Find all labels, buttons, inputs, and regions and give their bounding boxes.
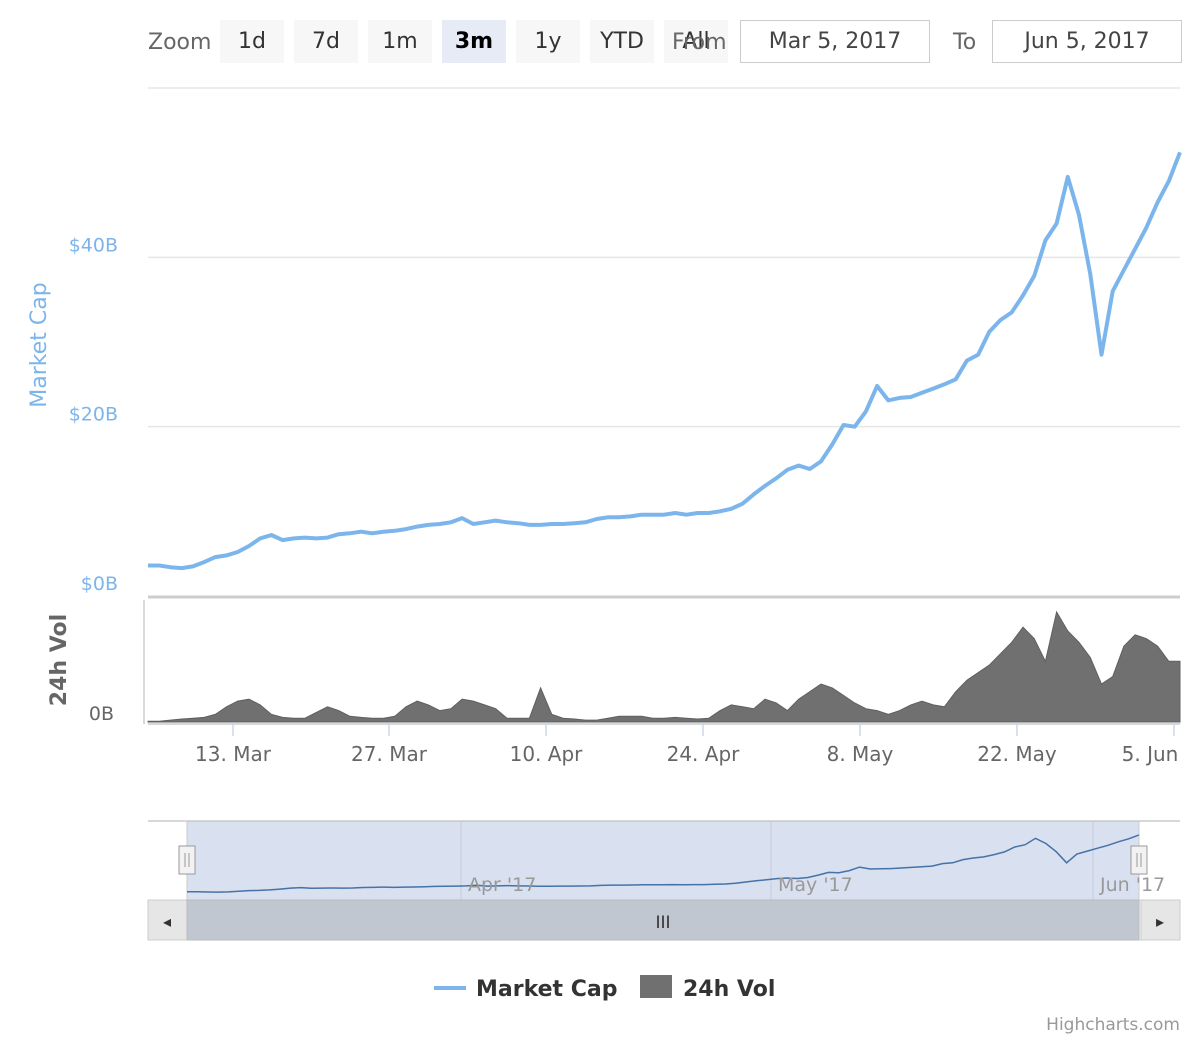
from-label: From [672, 30, 727, 55]
y-tick-0b: $0B [81, 573, 118, 595]
scrollbar-left-arrow-button[interactable] [147, 899, 188, 941]
legend-item-24h-vol[interactable]: 24h Vol [640, 975, 775, 1002]
x-axis-ticks: 13. Mar 27. Mar 10. Apr 24. Apr 8. May 2… [195, 724, 1178, 766]
navigator[interactable]: Apr '17 May '17 Jun '17 [148, 820, 1180, 901]
to-date-input[interactable]: Jun 5, 2017 [992, 20, 1182, 63]
y-tick-40b: $40B [69, 234, 118, 256]
zoom-ytd-button[interactable]: YTD [590, 20, 654, 63]
zoom-1m-button[interactable]: 1m [368, 20, 432, 63]
credits-link[interactable]: Highcharts.com [1046, 1015, 1180, 1035]
navigator-tick-label: Apr '17 [468, 874, 536, 896]
zoom-3m-button[interactable]: 3m [442, 20, 506, 63]
volume-area-series[interactable] [147, 610, 1181, 723]
vol-axis-title: 24h Vol [47, 614, 72, 706]
navigator-right-handle[interactable] [1130, 845, 1148, 875]
x-tick-label: 10. Apr [510, 742, 584, 766]
navigator-tick-label: May '17 [778, 874, 853, 896]
navigator-series [187, 834, 1140, 893]
zoom-1d-button[interactable]: 1d [220, 20, 284, 63]
market-cap-y-ticks: $0B $20B $40B [69, 234, 118, 595]
x-tick-label: 24. Apr [667, 742, 741, 766]
legend-item-market-cap[interactable]: Market Cap [434, 977, 617, 1002]
grid-lines [143, 87, 1180, 725]
legend-label-market-cap: Market Cap [476, 977, 617, 1002]
scrollbar-thumb[interactable] [186, 899, 1140, 941]
scrollbar-left-arrow-icon: ◂ [163, 912, 171, 931]
zoom-all-button[interactable]: All [664, 20, 728, 63]
market-cap-axis-title: Market Cap [27, 282, 52, 407]
navigator-right-handle-box[interactable] [1130, 845, 1148, 875]
legend-label-24h-vol: 24h Vol [683, 977, 775, 1002]
vol-y-tick-0b: 0B [89, 703, 114, 725]
x-tick-label: 5. Jun [1122, 742, 1179, 766]
x-tick-label: 8. May [827, 742, 894, 766]
navigator-left-handle-box[interactable] [178, 845, 196, 875]
scrollbar-grip-icon: III [655, 913, 670, 933]
to-label: To [953, 30, 977, 55]
from-date-input[interactable]: Mar 5, 2017 [740, 20, 930, 63]
scrollbar[interactable]: ◂ III ▸ [147, 899, 1181, 941]
x-tick-label: 22. May [977, 742, 1057, 766]
zoom-1y-button[interactable]: 1y [516, 20, 580, 63]
zoom-7d-button[interactable]: 7d [294, 20, 358, 63]
y-tick-20b: $20B [69, 404, 118, 426]
navigator-background [148, 821, 1180, 900]
market-cap-line-series[interactable] [148, 151, 1182, 571]
legend: Market Cap 24h Vol [434, 975, 775, 1002]
legend-area-symbol-icon [640, 975, 672, 998]
scrollbar-right-arrow-button[interactable] [1140, 899, 1181, 941]
x-tick-label: 27. Mar [351, 742, 428, 766]
market-cap-data-points [147, 152, 1181, 569]
navigator-tick-label: Jun '17 [1099, 874, 1165, 896]
zoom-label: Zoom [148, 30, 212, 55]
navigator-left-handle[interactable] [178, 845, 196, 875]
x-tick-label: 13. Mar [195, 742, 272, 766]
scrollbar-right-arrow-icon: ▸ [1156, 912, 1164, 931]
